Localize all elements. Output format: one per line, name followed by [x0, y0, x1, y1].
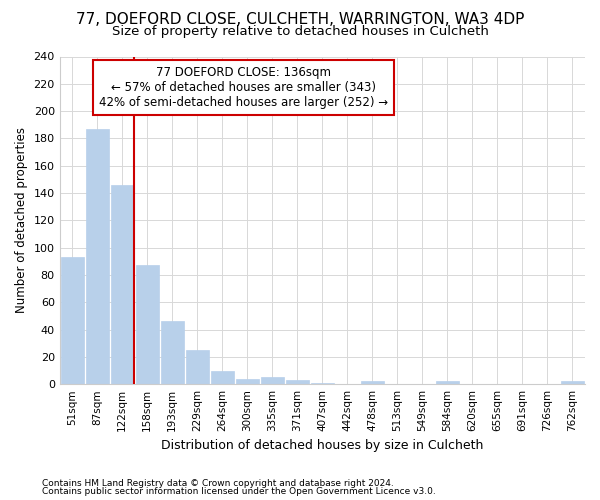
Bar [86, 129, 109, 384]
Bar [61, 257, 83, 384]
Bar [136, 266, 159, 384]
Text: Size of property relative to detached houses in Culcheth: Size of property relative to detached ho… [112, 25, 488, 38]
Bar [161, 322, 184, 384]
Text: 77, DOEFORD CLOSE, CULCHETH, WARRINGTON, WA3 4DP: 77, DOEFORD CLOSE, CULCHETH, WARRINGTON,… [76, 12, 524, 28]
Bar [211, 370, 234, 384]
X-axis label: Distribution of detached houses by size in Culcheth: Distribution of detached houses by size … [161, 440, 484, 452]
Text: Contains HM Land Registry data © Crown copyright and database right 2024.: Contains HM Land Registry data © Crown c… [42, 478, 394, 488]
Bar [261, 378, 284, 384]
Bar [361, 382, 384, 384]
Bar [311, 383, 334, 384]
Text: Contains public sector information licensed under the Open Government Licence v3: Contains public sector information licen… [42, 487, 436, 496]
Bar [286, 380, 309, 384]
Bar [236, 378, 259, 384]
Text: 77 DOEFORD CLOSE: 136sqm
← 57% of detached houses are smaller (343)
42% of semi-: 77 DOEFORD CLOSE: 136sqm ← 57% of detach… [99, 66, 388, 110]
Y-axis label: Number of detached properties: Number of detached properties [15, 128, 28, 314]
Bar [561, 382, 584, 384]
Bar [110, 185, 134, 384]
Bar [186, 350, 209, 384]
Bar [436, 382, 459, 384]
